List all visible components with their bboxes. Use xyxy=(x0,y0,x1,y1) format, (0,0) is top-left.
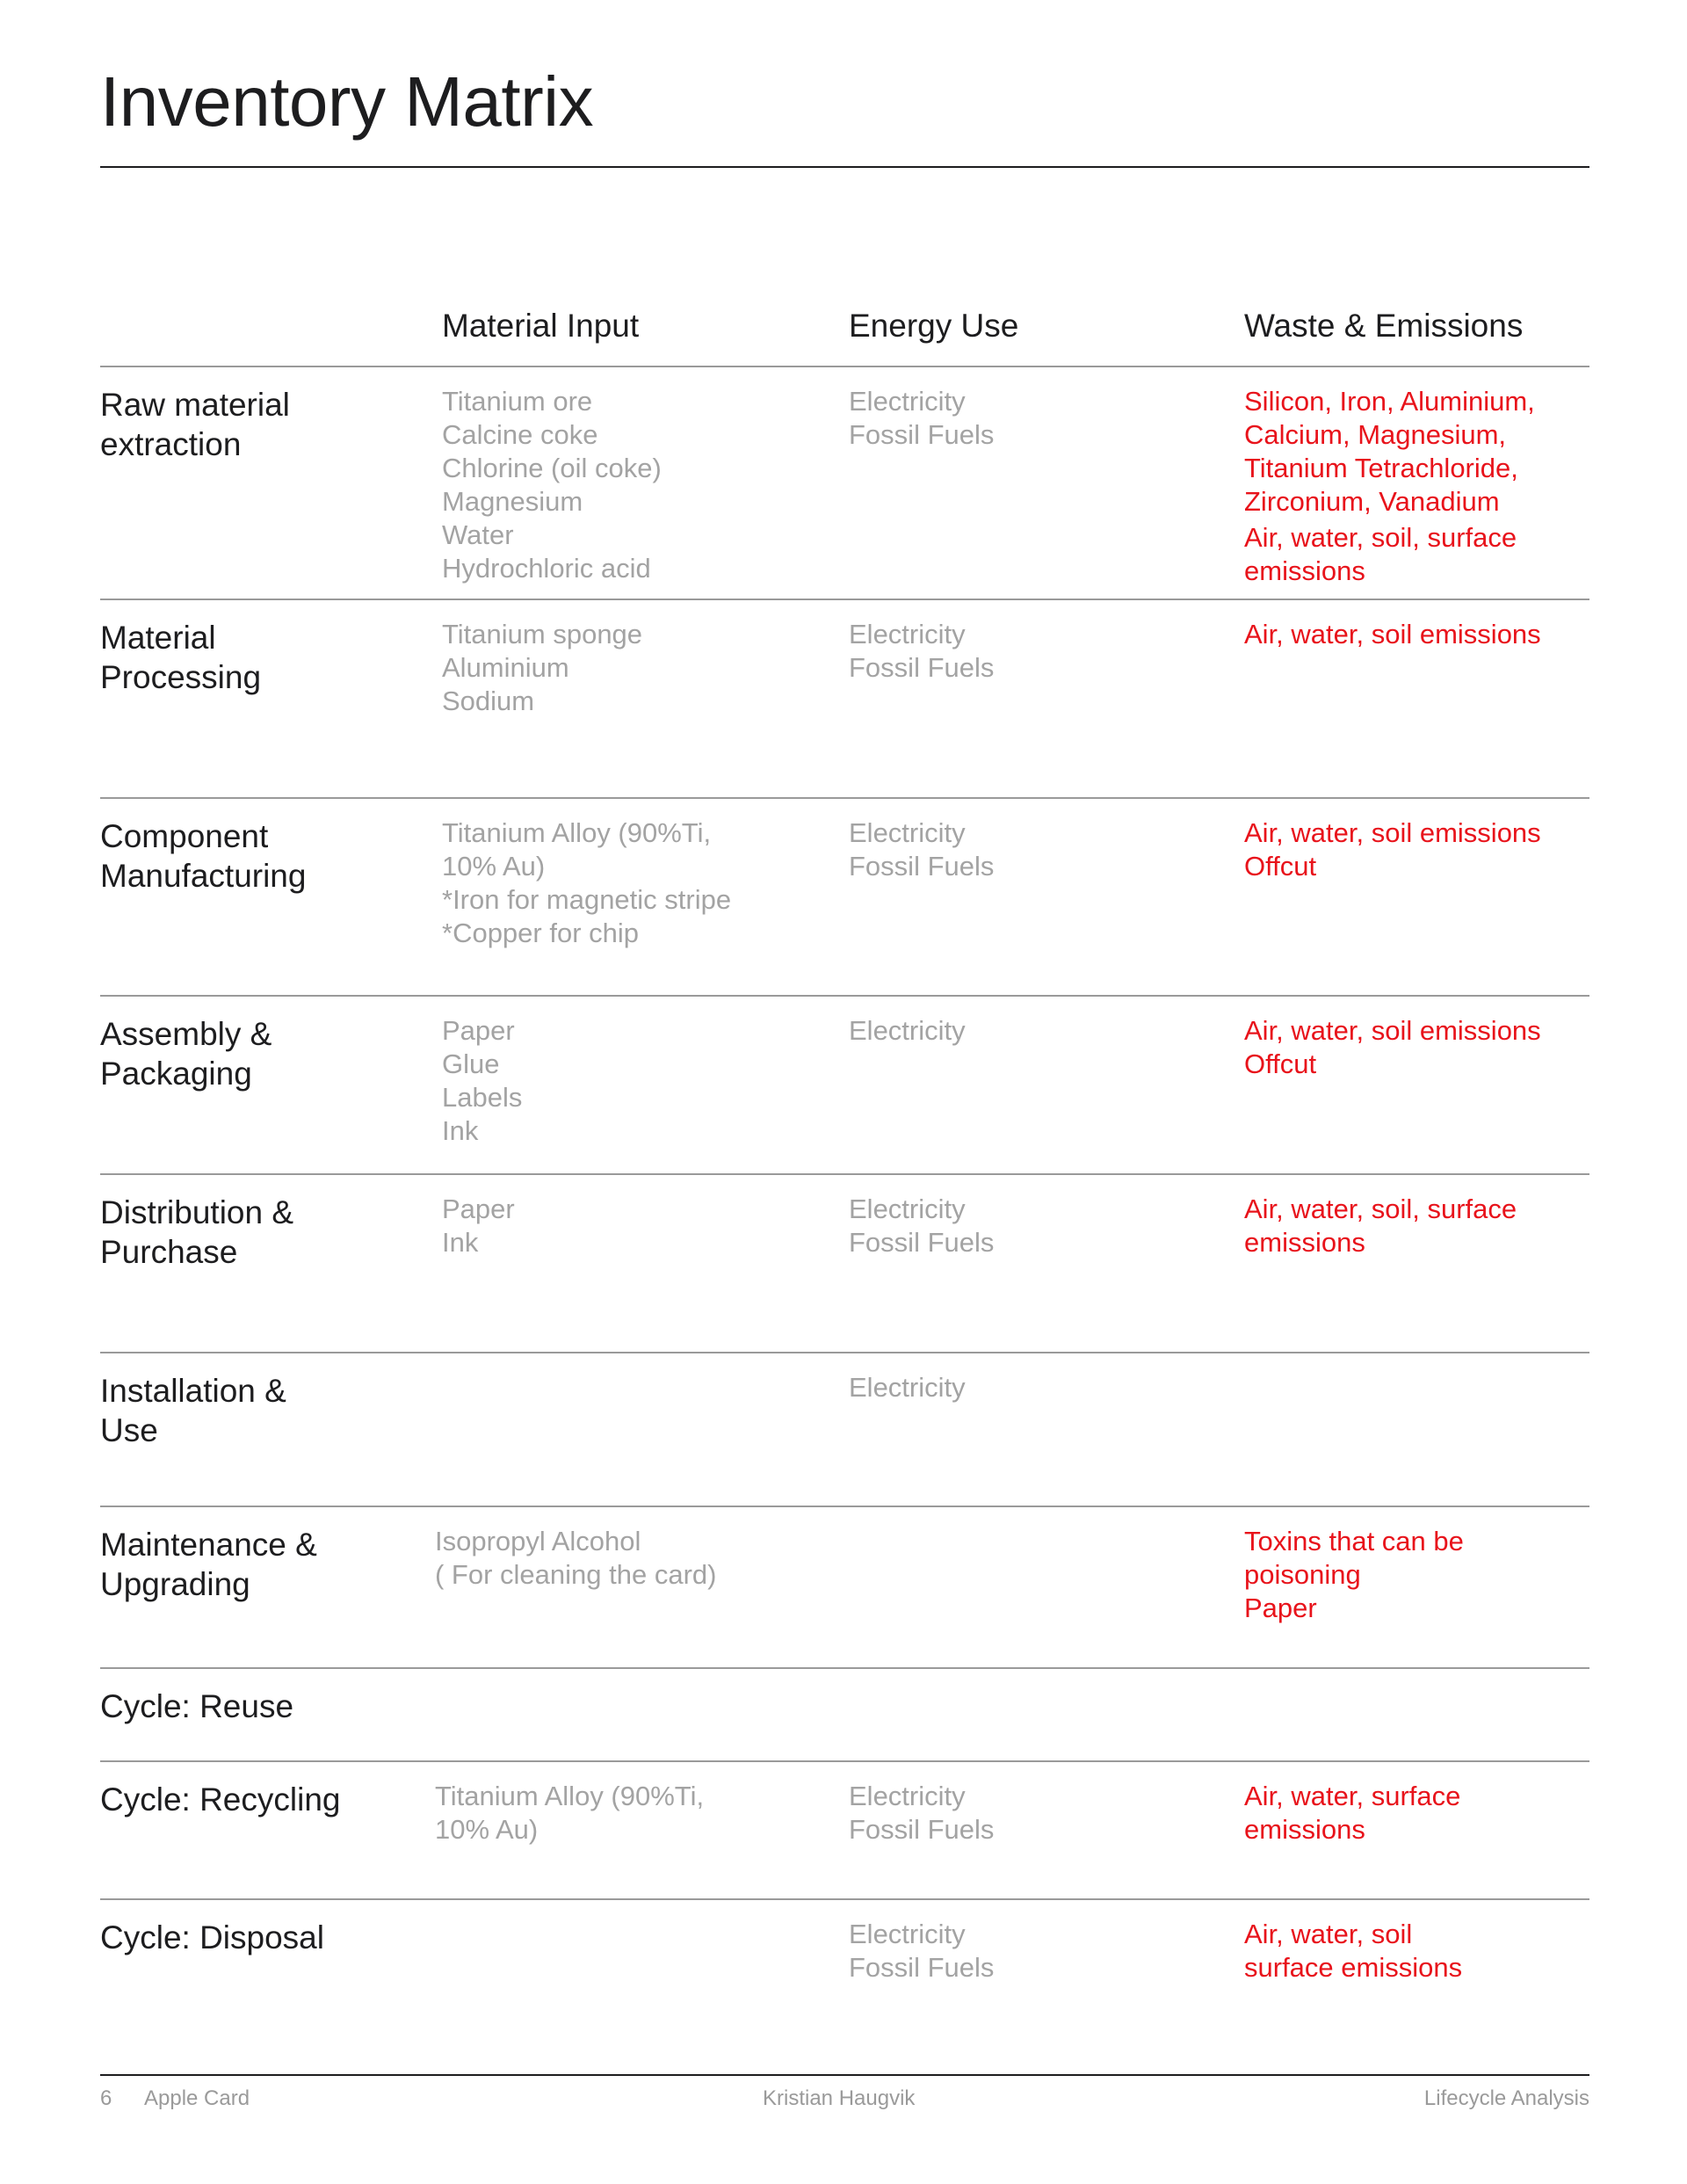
energy-use-cell: Electricity xyxy=(849,1371,966,1404)
cell-text: Isopropyl Alcohol ( For cleaning the car… xyxy=(435,1526,717,1590)
material-input-cell: Isopropyl Alcohol ( For cleaning the car… xyxy=(435,1525,716,1592)
page-title: Inventory Matrix xyxy=(100,62,594,141)
footer-divider xyxy=(100,2074,1589,2076)
cell-text: Electricity Fossil Fuels xyxy=(849,1194,995,1258)
cell-text: Electricity Fossil Fuels xyxy=(849,386,995,450)
cell-text: Air, water, surface emissions xyxy=(1244,1781,1461,1845)
row-divider xyxy=(100,1667,1589,1669)
title-divider xyxy=(100,166,1589,168)
row-divider xyxy=(100,1506,1589,1507)
page-number: 6 xyxy=(100,2086,112,2110)
energy-use-cell: Electricity Fossil Fuels xyxy=(849,618,994,685)
footer-document: Apple Card xyxy=(144,2086,250,2110)
row-label: Cycle: Disposal xyxy=(100,1919,324,1955)
waste-emissions-cell: Air, water, soil surface emissions xyxy=(1244,1918,1462,1984)
cell-text: Titanium sponge Aluminium Sodium xyxy=(442,619,643,716)
footer-section: Lifecycle Analysis xyxy=(1423,2086,1589,2110)
energy-use-cell: Electricity Fossil Fuels xyxy=(849,1193,994,1259)
cell-text: Air, water, soil emissions Offcut xyxy=(1244,1015,1541,1079)
row-label: Raw material extraction xyxy=(100,387,290,462)
cell-text: Air, water, soil, surface emissions xyxy=(1244,1194,1517,1258)
footer-author: Kristian Haugvik xyxy=(763,2086,916,2110)
row-divider xyxy=(100,1760,1589,1762)
cell-text: Titanium Alloy (90%Ti, 10% Au) xyxy=(435,1781,705,1845)
row-label: Installation & Use xyxy=(100,1373,286,1448)
column-header-material-input: Material Input xyxy=(442,308,640,344)
waste-emissions-cell: Air, water, soil emissions Offcut xyxy=(1244,1014,1541,1081)
row-divider xyxy=(100,1173,1589,1175)
energy-use-cell: Electricity xyxy=(849,1014,966,1048)
material-input-cell: Titanium ore Calcine coke Chlorine (oil … xyxy=(442,385,662,585)
material-input-cell: Titanium Alloy (90%Ti, 10% Au) *Iron for… xyxy=(442,816,731,950)
cell-text: Electricity xyxy=(849,1015,966,1046)
cell-text: Paper Ink xyxy=(442,1194,515,1258)
row-label: Distribution & Purchase xyxy=(100,1194,294,1270)
waste-emissions-cell: Toxins that can be poisoning Paper xyxy=(1244,1525,1464,1625)
cell-text: Toxins that can be poisoning Paper xyxy=(1244,1526,1464,1623)
column-header-energy-use: Energy Use xyxy=(849,308,1019,344)
material-input-cell: Titanium sponge Aluminium Sodium xyxy=(442,618,642,718)
cell-text: Air, water, soil emissions xyxy=(1244,619,1541,649)
row-divider xyxy=(100,599,1589,600)
row-label: Assembly & Packaging xyxy=(100,1016,272,1092)
energy-use-cell: Electricity Fossil Fuels xyxy=(849,1780,994,1847)
energy-use-cell: Electricity Fossil Fuels xyxy=(849,1918,994,1984)
cell-text: Paper Glue Labels Ink xyxy=(442,1015,523,1146)
waste-emissions-cell: Air, water, surface emissions xyxy=(1244,1780,1460,1847)
waste-emissions-cell: Air, water, soil, surface emissions xyxy=(1244,1193,1517,1259)
cell-text: Electricity Fossil Fuels xyxy=(849,1919,995,1983)
cell-text: Titanium ore Calcine coke Chlorine (oil … xyxy=(442,386,662,584)
waste-emissions-cell: Silicon, Iron, Aluminium, Calcium, Magne… xyxy=(1244,385,1535,588)
row-divider xyxy=(100,1352,1589,1353)
material-input-cell: Titanium Alloy (90%Ti, 10% Au) xyxy=(435,1780,704,1847)
cell-text: Electricity Fossil Fuels xyxy=(849,817,995,882)
energy-use-cell: Electricity Fossil Fuels xyxy=(849,816,994,883)
cell-text: Air, water, soil emissions Offcut xyxy=(1244,817,1541,882)
material-input-cell: Paper Ink xyxy=(442,1193,515,1259)
cell-text: Electricity xyxy=(849,1372,966,1403)
row-label: Maintenance & Upgrading xyxy=(100,1527,317,1602)
column-header-waste-emissions: Waste & Emissions xyxy=(1244,308,1524,344)
material-input-cell: Paper Glue Labels Ink xyxy=(442,1014,522,1148)
cell-text: Titanium Alloy (90%Ti, 10% Au) *Iron for… xyxy=(442,817,732,948)
row-label: Cycle: Recycling xyxy=(100,1781,341,1818)
cell-text: Silicon, Iron, Aluminium, Calcium, Magne… xyxy=(1244,386,1535,517)
energy-use-cell: Electricity Fossil Fuels xyxy=(849,385,994,452)
cell-text: Air, water, soil, surface emissions xyxy=(1244,522,1517,586)
row-divider xyxy=(100,1898,1589,1900)
cell-text: Electricity Fossil Fuels xyxy=(849,1781,995,1845)
row-divider xyxy=(100,995,1589,997)
cell-text: Air, water, soil surface emissions xyxy=(1244,1919,1463,1983)
waste-emissions-cell: Air, water, soil emissions xyxy=(1244,618,1541,651)
row-label: Component Manufacturing xyxy=(100,818,307,894)
row-divider xyxy=(100,797,1589,799)
row-divider xyxy=(100,366,1589,367)
cell-text: Electricity Fossil Fuels xyxy=(849,619,995,683)
row-label: Material Processing xyxy=(100,620,262,695)
row-label: Cycle: Reuse xyxy=(100,1688,294,1724)
waste-emissions-cell: Air, water, soil emissions Offcut xyxy=(1244,816,1541,883)
